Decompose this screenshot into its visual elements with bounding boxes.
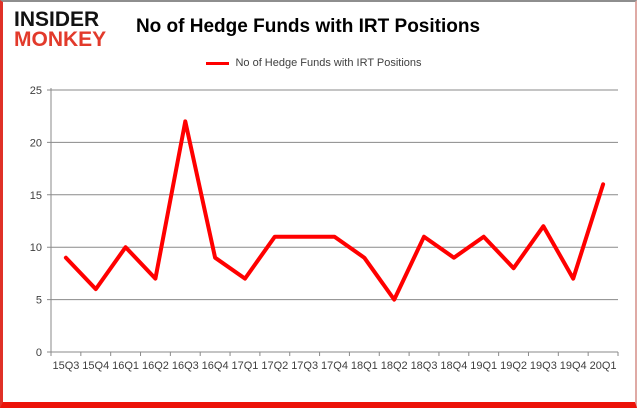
legend: No of Hedge Funds with IRT Positions bbox=[3, 57, 625, 69]
x-axis-label: 19Q2 bbox=[500, 360, 527, 372]
x-axis-label: 15Q3 bbox=[52, 360, 79, 372]
x-axis-label: 17Q3 bbox=[291, 360, 318, 372]
data-line-series bbox=[63, 119, 606, 302]
x-axis-label: 19Q3 bbox=[530, 360, 557, 372]
y-axis-label: 5 bbox=[36, 295, 42, 307]
y-axis-label: 10 bbox=[30, 242, 42, 254]
x-axis-label: 18Q4 bbox=[440, 360, 467, 372]
x-axis-label: 16Q1 bbox=[112, 360, 139, 372]
x-axis-label: 18Q2 bbox=[381, 360, 408, 372]
x-axis-label: 20Q1 bbox=[590, 360, 617, 372]
y-axis-label: 25 bbox=[30, 85, 42, 97]
logo-text-insider: INSIDER bbox=[14, 8, 100, 31]
x-axis-label: 15Q4 bbox=[82, 360, 109, 372]
x-axis-label: 19Q4 bbox=[560, 360, 587, 372]
x-axis-label: 16Q4 bbox=[202, 360, 229, 372]
x-axis-label: 17Q1 bbox=[232, 360, 259, 372]
x-axis-label: 17Q4 bbox=[321, 360, 348, 372]
y-axis-label: 15 bbox=[30, 190, 42, 202]
logo-text-monkey: MONKEY bbox=[14, 28, 107, 52]
x-axis-label: 17Q2 bbox=[261, 360, 288, 372]
x-axis-label: 16Q3 bbox=[172, 360, 199, 372]
x-axis-label: 18Q1 bbox=[351, 360, 378, 372]
legend-label: No of Hedge Funds with IRT Positions bbox=[235, 57, 422, 69]
y-axis-label: 0 bbox=[36, 347, 42, 359]
y-axis-label: 20 bbox=[30, 137, 42, 149]
x-axis-label: 19Q1 bbox=[470, 360, 497, 372]
x-axis-label: 18Q3 bbox=[411, 360, 438, 372]
chart-title: No of Hedge Funds with IRT Positions bbox=[135, 16, 481, 37]
legend-line-swatch bbox=[206, 61, 230, 65]
insider-monkey-logo: INSIDER MONKEY bbox=[14, 8, 107, 52]
x-axis-label: 16Q2 bbox=[142, 360, 169, 372]
